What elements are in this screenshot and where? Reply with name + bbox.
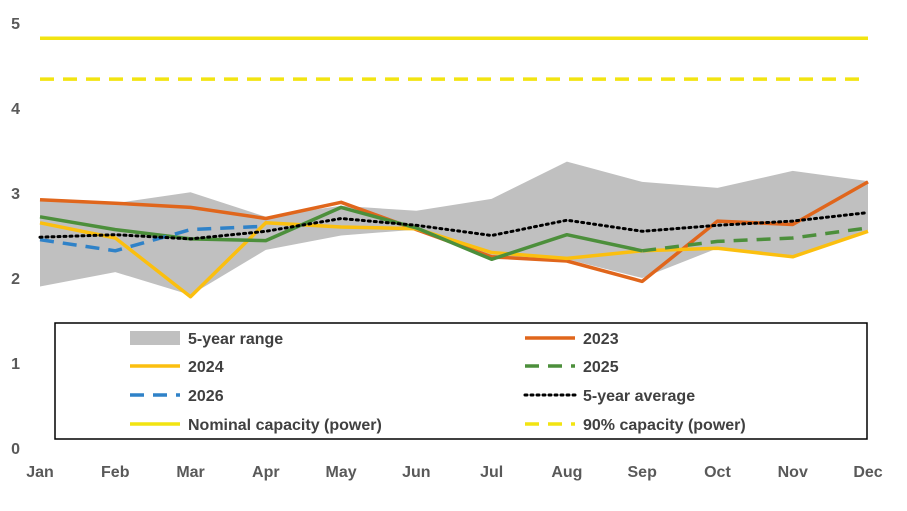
legend-item-2026: 2026 — [130, 388, 224, 405]
series-layer — [38, 36, 870, 299]
x-tick-label: Aug — [551, 464, 582, 481]
series-line-2025-2 — [39, 205, 643, 262]
range-band-5-year-range — [40, 161, 868, 295]
series-line-2024-1 — [39, 221, 869, 299]
x-tick-label: Jul — [480, 464, 503, 481]
x-tick-label: Dec — [853, 464, 882, 481]
legend: 5-year range 2023 2024 2025 2026 5-year avera… — [54, 322, 868, 440]
legend-label: 2026 — [188, 388, 224, 405]
series-line-5-year-average-5 — [38, 211, 870, 241]
y-tick-label: 3 — [11, 186, 20, 203]
series-line-2025-3 — [641, 226, 869, 253]
x-tick-label: Nov — [778, 464, 808, 481]
y-tick-label: 0 — [11, 441, 20, 458]
x-tick-label: Apr — [252, 464, 280, 481]
legend-item-90-capacity-power: 90% capacity (power) — [525, 417, 746, 434]
x-axis: Jan Feb Mar Apr May Jun Jul Aug Sep Oct Nov Dec — [26, 464, 883, 481]
y-tick-label: 1 — [11, 356, 20, 373]
legend-item-2023: 2023 — [525, 331, 619, 348]
x-tick-label: May — [326, 464, 357, 481]
legend-label: 2025 — [583, 359, 619, 376]
range-layer — [40, 161, 868, 295]
legend-item-5-year-range: 5-year range — [130, 331, 283, 348]
x-tick-label: Jan — [26, 464, 54, 481]
x-tick-label: Feb — [101, 464, 130, 481]
legend-label: 2023 — [583, 331, 619, 348]
y-tick-label: 4 — [11, 101, 20, 118]
y-tick-label: 5 — [11, 16, 20, 33]
y-tick-label: 2 — [11, 271, 20, 288]
x-tick-label: Mar — [176, 464, 204, 481]
x-tick-label: Jun — [402, 464, 430, 481]
legend-label: Nominal capacity (power) — [188, 417, 382, 434]
x-tick-label: Oct — [704, 464, 731, 481]
legend-label: 5-year average — [583, 388, 695, 405]
legend-box — [54, 322, 868, 440]
legend-label: 2024 — [188, 359, 224, 376]
legend-item-2024: 2024 — [130, 359, 224, 376]
legend-swatch — [130, 331, 180, 345]
legend-label: 5-year range — [188, 331, 283, 348]
legend-item-5-year-average: 5-year average — [523, 388, 695, 405]
legend-label: 90% capacity (power) — [583, 417, 746, 434]
x-tick-label: Sep — [628, 464, 658, 481]
y-axis: 0 1 2 3 4 5 — [11, 16, 20, 458]
legend-item-nominal-capacity-power: Nominal capacity (power) — [130, 417, 382, 434]
series-line-2026-4 — [39, 224, 266, 253]
legend-item-2025: 2025 — [525, 359, 619, 376]
